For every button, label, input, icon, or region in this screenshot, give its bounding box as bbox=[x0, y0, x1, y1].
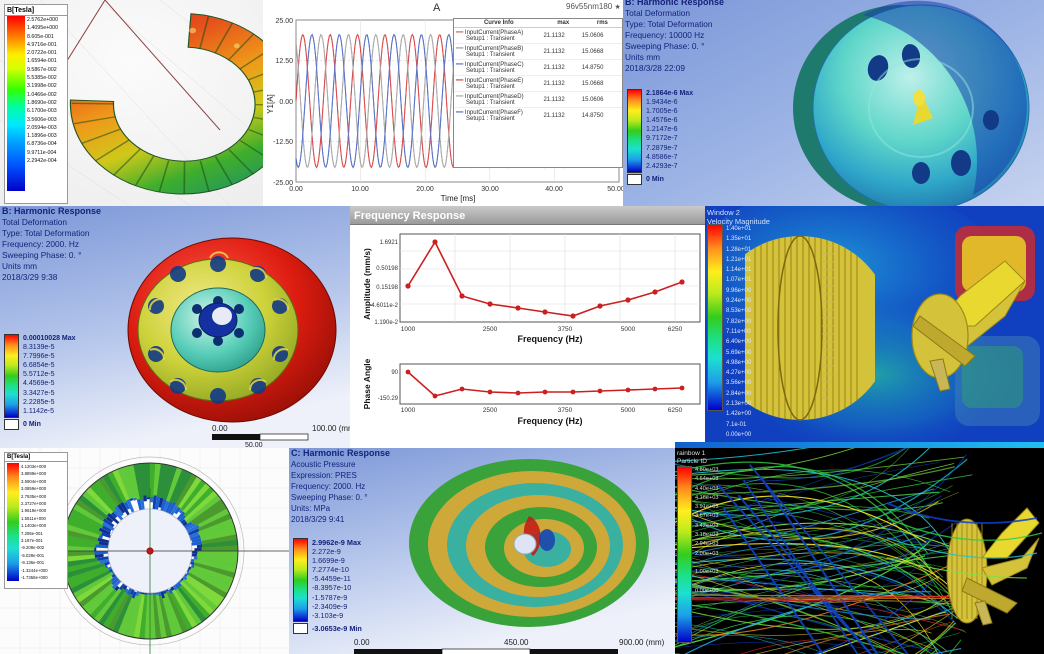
svg-text:0.15198: 0.15198 bbox=[376, 285, 398, 291]
svg-text:5000: 5000 bbox=[621, 407, 636, 414]
svg-text:900.00 (mm): 900.00 (mm) bbox=[619, 638, 665, 647]
svg-text:30.00: 30.00 bbox=[481, 186, 499, 193]
svg-text:Y1[A]: Y1[A] bbox=[266, 94, 275, 114]
svg-text:Time [ms]: Time [ms] bbox=[441, 194, 476, 203]
svg-text:40.00: 40.00 bbox=[545, 186, 563, 193]
svg-text:4.6011e-2: 4.6011e-2 bbox=[371, 303, 398, 309]
svg-text:0.00: 0.00 bbox=[354, 638, 370, 647]
svg-text:90: 90 bbox=[391, 370, 398, 376]
svg-text:Frequency (Hz): Frequency (Hz) bbox=[517, 416, 582, 426]
svg-text:2500: 2500 bbox=[483, 326, 498, 333]
svg-text:0.50198: 0.50198 bbox=[376, 266, 398, 272]
svg-text:6250: 6250 bbox=[668, 326, 683, 333]
svg-text:1000: 1000 bbox=[401, 326, 416, 333]
svg-text:-12.50: -12.50 bbox=[273, 139, 293, 146]
svg-text:6250: 6250 bbox=[668, 407, 683, 414]
svg-text:0.00: 0.00 bbox=[212, 424, 228, 433]
svg-text:10.00: 10.00 bbox=[351, 186, 369, 193]
svg-text:12.50: 12.50 bbox=[275, 58, 293, 65]
svg-text:20.00: 20.00 bbox=[416, 186, 434, 193]
svg-text:Phase Angle: Phase Angle bbox=[362, 358, 372, 409]
svg-text:1000: 1000 bbox=[401, 407, 416, 414]
svg-text:-150.29: -150.29 bbox=[378, 396, 399, 402]
svg-text:5000: 5000 bbox=[621, 326, 636, 333]
svg-text:50.00: 50.00 bbox=[607, 186, 623, 193]
svg-text:0.00: 0.00 bbox=[289, 186, 303, 193]
svg-text:1.6921: 1.6921 bbox=[380, 240, 399, 246]
svg-text:Amplitude (mm/s): Amplitude (mm/s) bbox=[362, 248, 372, 320]
svg-text:450.00: 450.00 bbox=[504, 638, 529, 647]
svg-text:25.00: 25.00 bbox=[275, 18, 293, 25]
svg-text:3750: 3750 bbox=[558, 407, 573, 414]
svg-text:0.00: 0.00 bbox=[279, 99, 293, 106]
svg-text:2500: 2500 bbox=[483, 407, 498, 414]
svg-text:Frequency (Hz): Frequency (Hz) bbox=[517, 334, 582, 344]
svg-text:1.190e-2: 1.190e-2 bbox=[374, 320, 398, 326]
svg-text:100.00 (mm): 100.00 (mm) bbox=[312, 424, 350, 433]
svg-text:3750: 3750 bbox=[558, 326, 573, 333]
